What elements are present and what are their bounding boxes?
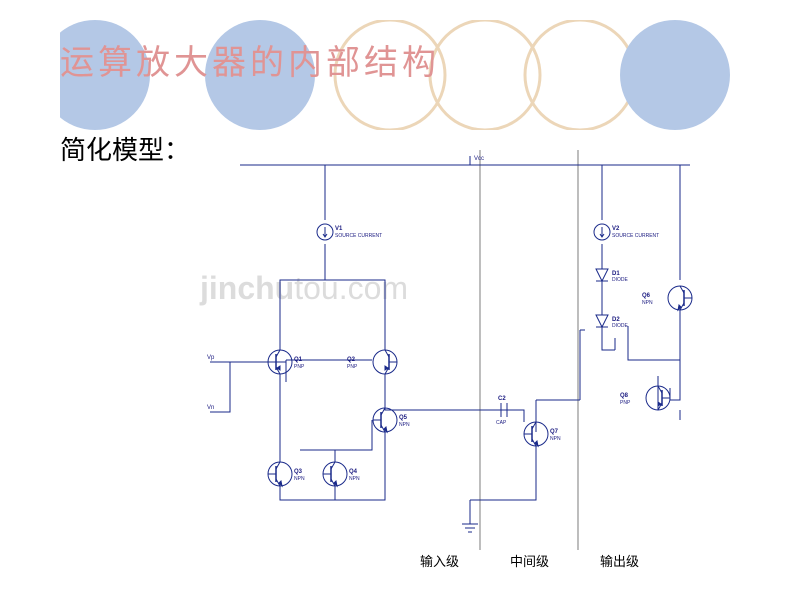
svg-text:NPN: NPN (642, 300, 653, 306)
svg-text:DIODE: DIODE (612, 277, 629, 283)
subtitle: 简化模型： (60, 130, 190, 167)
svg-text:PNP: PNP (347, 364, 358, 370)
svg-text:输入级: 输入级 (420, 554, 459, 569)
svg-text:C2: C2 (498, 396, 506, 402)
svg-text:DIODE: DIODE (612, 323, 629, 329)
svg-text:Q3: Q3 (294, 469, 303, 475)
svg-text:NPN: NPN (550, 436, 561, 442)
page-title: 运算放大器的内部结构 (60, 35, 440, 84)
svg-text:Q5: Q5 (399, 415, 408, 421)
svg-text:SOURCE CURRENT: SOURCE CURRENT (335, 233, 382, 239)
svg-text:SOURCE CURRENT: SOURCE CURRENT (612, 233, 659, 239)
svg-text:NPN: NPN (294, 476, 305, 482)
svg-text:NPN: NPN (399, 422, 410, 428)
svg-text:Vn: Vn (207, 405, 214, 411)
svg-text:Vcc: Vcc (474, 156, 484, 162)
svg-text:Q4: Q4 (349, 469, 358, 475)
svg-text:NPN: NPN (349, 476, 360, 482)
svg-text:Q7: Q7 (550, 429, 559, 435)
svg-text:CAP: CAP (496, 420, 507, 426)
circuit-schematic: 输入级中间级输出级VccVpVnV1SOURCE CURRENTV2SOURCE… (180, 150, 740, 570)
svg-text:Q2: Q2 (347, 357, 356, 363)
svg-text:Vp: Vp (207, 355, 215, 361)
svg-text:中间级: 中间级 (510, 554, 549, 569)
svg-text:V1: V1 (335, 226, 343, 232)
svg-text:V2: V2 (612, 226, 620, 232)
svg-text:输出级: 输出级 (600, 554, 639, 569)
svg-text:Q6: Q6 (642, 293, 651, 299)
svg-text:Q1: Q1 (294, 357, 303, 363)
svg-text:PNP: PNP (294, 364, 305, 370)
svg-text:PNP: PNP (620, 400, 631, 406)
svg-text:Q8: Q8 (620, 393, 629, 399)
